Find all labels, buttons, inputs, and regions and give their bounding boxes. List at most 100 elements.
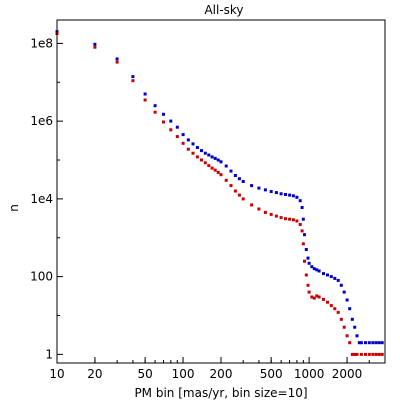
- data-point: [224, 178, 228, 182]
- data-point: [291, 218, 295, 222]
- data-point: [304, 248, 308, 251]
- data-point: [326, 300, 329, 304]
- data-point: [312, 267, 316, 271]
- data-point: [237, 177, 241, 181]
- data-point: [317, 295, 321, 299]
- data-point: [250, 184, 254, 188]
- y-tick-label: 1: [45, 347, 53, 361]
- data-point: [374, 341, 378, 345]
- data-point: [348, 307, 352, 311]
- data-point: [274, 214, 278, 218]
- data-point: [186, 147, 190, 151]
- plot-area: [55, 30, 384, 356]
- data-point: [336, 310, 340, 314]
- x-tick-label: 20: [87, 367, 102, 381]
- data-point: [250, 203, 254, 207]
- data-point: [269, 190, 273, 193]
- data-point: [303, 259, 306, 263]
- data-point: [175, 135, 179, 139]
- data-point: [301, 242, 305, 246]
- data-point: [322, 297, 325, 301]
- data-point: [216, 158, 220, 162]
- data-point: [364, 352, 367, 356]
- data-point: [326, 273, 329, 277]
- data-point: [307, 261, 311, 265]
- data-point: [181, 133, 185, 137]
- data-point: [153, 104, 157, 108]
- y-tick-label: 1e6: [30, 114, 53, 128]
- data-point: [284, 193, 287, 196]
- data-point: [377, 341, 381, 345]
- data-point: [315, 294, 319, 298]
- data-point: [371, 352, 375, 356]
- data-point: [213, 168, 217, 172]
- y-tick-label: 1e8: [30, 36, 53, 50]
- data-point: [175, 125, 179, 129]
- data-point: [257, 207, 261, 211]
- data-point: [380, 341, 384, 345]
- data-point: [359, 352, 363, 356]
- data-point: [288, 193, 292, 197]
- y-axis: 1 100 1e4 1e6 1e8: [30, 36, 63, 361]
- data-point: [241, 180, 245, 183]
- data-point: [162, 120, 165, 124]
- data-point: [353, 352, 357, 356]
- x-tick-label: 200: [210, 367, 233, 381]
- data-point: [307, 290, 311, 294]
- data-point: [345, 334, 349, 338]
- data-point: [131, 79, 135, 83]
- data-point: [93, 42, 97, 46]
- data-point: [310, 295, 314, 299]
- data-point: [200, 158, 203, 162]
- data-point: [367, 341, 371, 345]
- data-point: [233, 174, 237, 177]
- chart-title: All-sky: [204, 3, 243, 17]
- data-point: [304, 273, 308, 277]
- data-point: [329, 304, 333, 308]
- data-point: [181, 141, 185, 145]
- x-tick-label: 10: [49, 367, 64, 381]
- x-tick-label: 500: [260, 367, 283, 381]
- data-point: [203, 161, 207, 165]
- data-point: [380, 352, 384, 356]
- data-point: [210, 166, 214, 170]
- data-point: [219, 160, 223, 164]
- data-point: [298, 223, 302, 226]
- data-point: [279, 192, 283, 196]
- data-point: [355, 352, 359, 356]
- data-point: [263, 188, 267, 192]
- data-point: [291, 194, 295, 198]
- data-point: [317, 269, 321, 273]
- data-point: [200, 149, 203, 153]
- data-point: [310, 265, 314, 269]
- data-point: [207, 164, 211, 168]
- data-point: [359, 341, 363, 345]
- data-point: [333, 276, 337, 280]
- series-2: [55, 32, 384, 356]
- data-point: [350, 352, 354, 356]
- data-point: [295, 195, 299, 199]
- y-tick-label: 100: [30, 270, 53, 284]
- data-point: [153, 110, 157, 114]
- data-point: [224, 164, 228, 168]
- x-axis: 10 20 50 100 200 500 1000 2000: [49, 357, 386, 381]
- data-point: [93, 45, 97, 49]
- data-point: [229, 184, 233, 188]
- data-point: [263, 210, 267, 214]
- data-point: [300, 229, 304, 233]
- data-point: [213, 156, 217, 160]
- data-point: [353, 325, 357, 329]
- data-point: [216, 170, 220, 174]
- data-point: [195, 155, 199, 159]
- data-point: [322, 272, 325, 276]
- data-point: [210, 155, 214, 159]
- data-point: [241, 197, 245, 201]
- data-point: [364, 341, 367, 345]
- data-point: [371, 341, 375, 345]
- data-point: [336, 278, 340, 282]
- data-point: [295, 219, 299, 223]
- data-point: [306, 256, 310, 260]
- data-point: [377, 352, 381, 356]
- data-point: [329, 275, 333, 279]
- data-point: [357, 341, 361, 345]
